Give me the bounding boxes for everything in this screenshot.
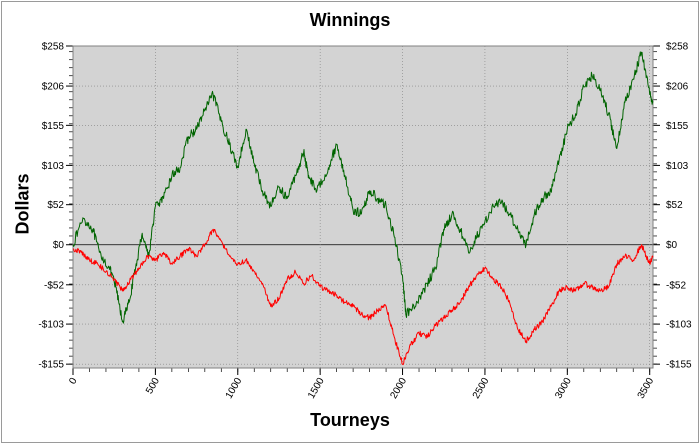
x-tick-label: 1000: [224, 376, 245, 401]
x-tick-label: 2500: [471, 376, 492, 401]
x-tick-label: 3500: [636, 376, 657, 401]
y-tick-label-right: $155: [666, 121, 689, 132]
x-tick-label: 2000: [388, 376, 409, 401]
plot-border: [72, 45, 654, 369]
y-tick-label-right: $52: [666, 200, 683, 211]
x-axis-title: Tourneys: [310, 410, 390, 430]
x-tick-label: 3000: [553, 376, 574, 401]
y-tick-label-right: -$52: [666, 280, 686, 291]
y-tick-label-left: $0: [53, 240, 65, 251]
y-tick-label-right: -$103: [666, 320, 692, 331]
y-tick-label-left: $103: [42, 161, 65, 172]
y-tick-label-left: $52: [47, 200, 64, 211]
x-tick-label: 1500: [306, 376, 327, 401]
x-tick-label: 0: [67, 376, 80, 387]
y-tick-label-right: $103: [666, 161, 689, 172]
series-line-green: [72, 51, 654, 324]
y-tick-label-left: -$103: [38, 320, 64, 331]
y-tick-label-left: $206: [42, 82, 65, 93]
y-tick-label-right: $0: [666, 240, 678, 251]
y-tick-label-right: $258: [666, 42, 689, 53]
x-tick-label: 500: [144, 376, 162, 396]
series-line-red: [72, 228, 654, 366]
y-tick-label-left: -$155: [38, 360, 64, 371]
y-tick-label-right: $206: [666, 82, 689, 93]
y-tick-label-right: -$155: [666, 360, 692, 371]
y-tick-label-left: -$52: [44, 280, 64, 291]
y-tick-label-left: $155: [42, 121, 65, 132]
series-group: [72, 51, 654, 366]
y-tick-label-left: $258: [42, 42, 65, 53]
chart-title: Winnings: [309, 10, 391, 30]
